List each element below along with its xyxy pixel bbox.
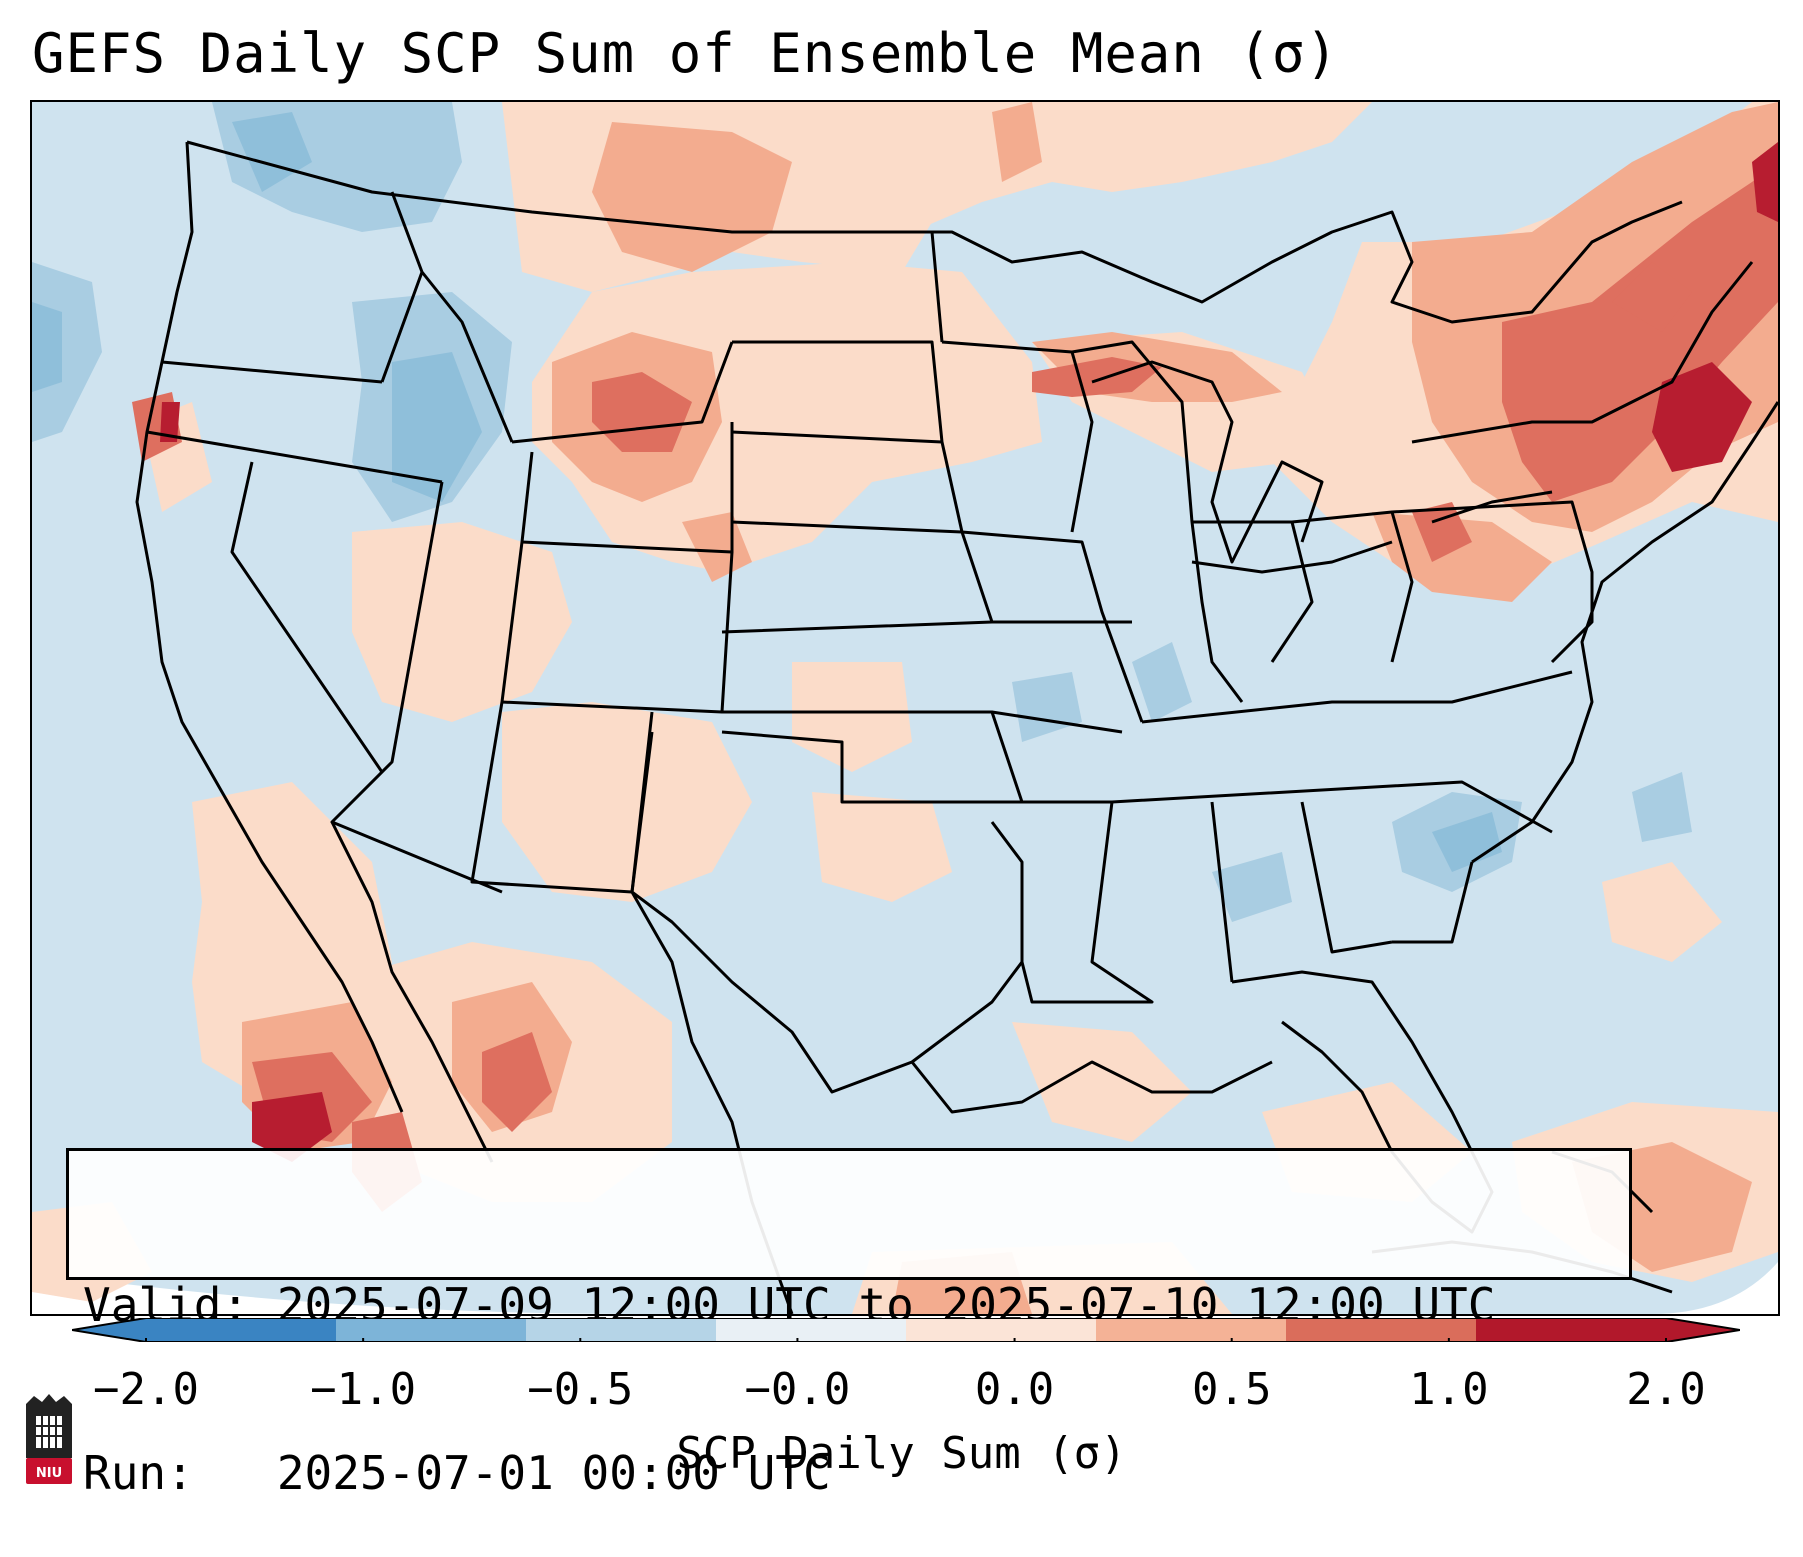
colorbar-tick-label: −1.0	[310, 1364, 417, 1415]
colorbar-segment	[526, 1318, 717, 1342]
colorbar-extend-high	[1666, 1318, 1740, 1342]
colorbar-tick-label: −0.5	[527, 1364, 634, 1415]
colorbar-segment	[146, 1318, 337, 1342]
run-time-line: Run: 2025-07-01 00:00 UTC	[83, 1446, 831, 1500]
colorbar-segment	[1096, 1318, 1287, 1342]
map-title: GEFS Daily SCP Sum of Ensemble Mean (σ)	[32, 22, 1339, 85]
colorbar-tick-label: −2.0	[93, 1364, 199, 1415]
projection-edge-bottom-left	[32, 1272, 632, 1314]
logo-text: NIU	[36, 1466, 62, 1481]
anomaly-medium-blue-regions	[32, 112, 1502, 872]
colorbar-tick-label: 0.0	[974, 1364, 1055, 1415]
map-svg	[32, 102, 1778, 1314]
colorbar-segments	[72, 1318, 1740, 1342]
colorbar-label: SCP Daily Sum (σ)	[676, 1428, 1127, 1479]
colorbar-segment	[336, 1318, 527, 1342]
state-boundaries	[135, 140, 1778, 1314]
colorbar-extend-low	[72, 1318, 146, 1342]
anomaly-darkest-red-regions	[160, 142, 1778, 1162]
colorbar-tick-label: 2.0	[1626, 1364, 1706, 1415]
map-panel	[30, 100, 1780, 1316]
colorbar-segment	[906, 1318, 1097, 1342]
colorbar-segment	[1286, 1318, 1477, 1342]
colorbar-tick-label: 1.0	[1409, 1364, 1489, 1415]
niu-logo: NIU	[26, 1394, 72, 1484]
projection-edge-bottom-right	[1652, 1262, 1778, 1314]
colorbar-tick-label: 0.5	[1191, 1364, 1272, 1415]
logo-badge	[26, 1458, 72, 1484]
colorbar-segment	[716, 1318, 907, 1342]
valid-run-info-box: Valid: 2025-07-09 12:00 UTC to 2025-07-1…	[66, 1148, 1632, 1500]
colorbar-tick-label: −0.0	[744, 1364, 851, 1415]
colorbar-segment	[1476, 1318, 1667, 1342]
colorbar	[72, 1318, 1740, 1342]
